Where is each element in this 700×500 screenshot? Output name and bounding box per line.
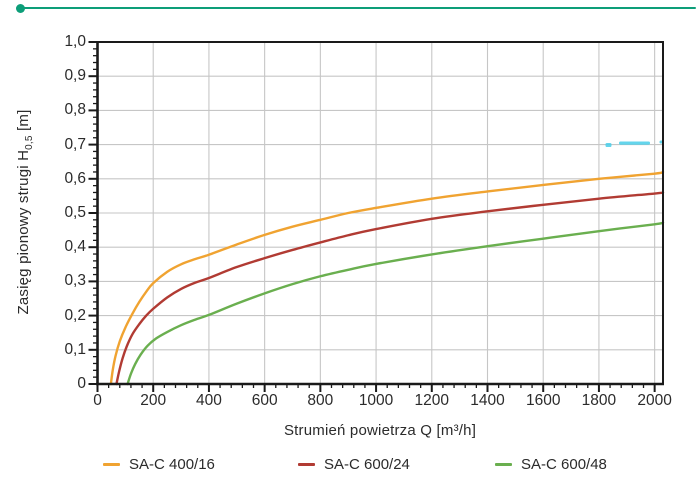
y-tick-label: 0,3 [64,272,86,290]
y-tick-label: 0,6 [64,169,86,187]
y-tick-label: 0,8 [64,101,86,119]
cyan-artifact-mark [619,141,650,145]
y-tick-label: 0 [77,375,86,392]
y-tick-label: 0,9 [64,67,86,85]
x-tick-label: 2000 [637,392,672,409]
legend-label: SA-C 400/16 [129,455,215,473]
x-tick-label: 0 [93,392,102,409]
x-tick-label: 1000 [358,392,394,409]
y-tick-label: 1,0 [64,33,86,50]
x-tick-label: 1400 [470,392,505,409]
x-tick-label: 400 [195,392,222,409]
cyan-artifact-mark [605,143,612,147]
x-tick-label: 1800 [581,392,617,409]
y-tick-label: 0,4 [64,238,86,256]
x-tick-label: 1600 [525,392,561,409]
accent-dot-icon [16,4,25,13]
legend-swatch [103,462,120,466]
legend-item: SA-C 600/48 [495,454,607,474]
x-tick-label: 800 [307,392,334,409]
x-tick-label: 200 [140,392,167,409]
x-tick-label: 600 [251,392,278,409]
legend-item: SA-C 400/16 [103,454,215,474]
series-curve-sa-c-600-48 [126,221,665,386]
legend-swatch [298,462,315,466]
cyan-artifact-mark [659,140,664,144]
legend-label: SA-C 600/24 [324,455,410,473]
y-tick-label: 0,1 [64,340,86,358]
legend-swatch [495,462,512,466]
plot-frame [96,41,664,385]
x-axis-title: Strumień powietrza Q [m³/h] [283,422,477,439]
y-tick-label: 0,7 [64,135,86,153]
legend-label: SA-C 600/48 [521,455,607,473]
y-tick-label: 0,5 [64,204,86,221]
header-accent-line [21,7,696,9]
x-tick-label: 1200 [414,392,450,409]
series-curve-sa-c-400-16 [109,170,665,386]
series-curve-sa-c-600-24 [115,191,665,386]
legend-item: SA-C 600/24 [298,454,410,474]
y-tick-label: 0,2 [64,306,86,324]
